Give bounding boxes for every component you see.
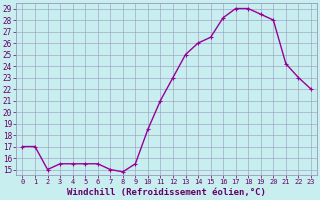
X-axis label: Windchill (Refroidissement éolien,°C): Windchill (Refroidissement éolien,°C) (67, 188, 266, 197)
